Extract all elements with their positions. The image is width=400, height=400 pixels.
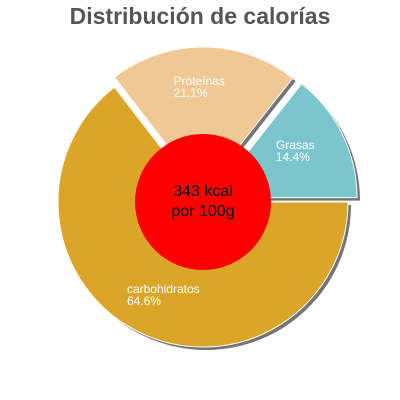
slice-value-label: 14.4% [276,150,310,164]
slice [113,46,294,193]
slice-label: carbohidratos [127,282,200,296]
slice-label: Proteínas [174,74,225,88]
chart-title: Distribución de calorías [70,3,331,29]
slice-value-label: 21.1% [174,86,208,100]
slice-value-label: 64.6% [127,294,161,308]
center-text: por 100g [171,203,234,220]
center-text: 343 kcal [173,183,233,200]
center-circle [135,134,271,270]
slice-label: Grasas [276,138,315,152]
